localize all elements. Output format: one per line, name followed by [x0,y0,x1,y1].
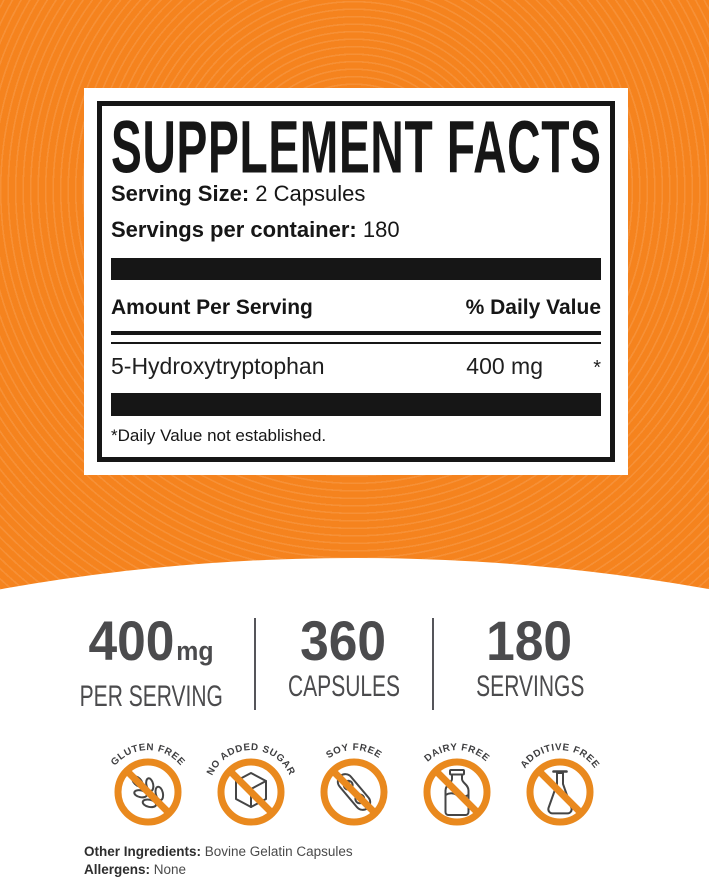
stat-servings: 180 SERVINGS [434,612,626,713]
allergens-value: None [153,862,187,877]
serving-size-line: Serving Size: 2 Capsules [111,182,601,206]
ingredient-amount: 400 mg [466,353,543,379]
badge-dairy-free: DAIRY FREE [407,726,507,834]
soy-free-icon: SOY FREE [320,742,388,826]
divider-bar-bottom [111,393,601,416]
no-symbol-icon [320,758,388,826]
servings-label: Servings per container: [111,217,357,242]
allergens-line: Allergens: None [84,861,353,879]
no-added-sugar-icon: NO ADDED SUGAR [205,742,296,826]
stat-per-serving-label: PER SERVING [79,680,223,713]
serving-size-label: Serving Size: [111,181,250,206]
stat-capsules: 360 CAPSULES [256,612,432,713]
daily-value-footnote: *Daily Value not established. [111,426,327,445]
stat-servings-number: 180 [442,612,619,670]
free-from-badges: GLUTEN FREE NO ADDED SUGAR [98,726,610,834]
no-symbol-icon [423,758,491,826]
curved-edge [0,558,709,879]
supplement-facts-panel: SUPPLEMENT FACTS Serving Size: 2 Capsule… [84,88,628,475]
table-header-row: Amount Per Serving % Daily Value [111,296,601,320]
stat-capsules-number: 360 [263,612,425,670]
other-ingredients-line: Other Ingredients: Bovine Gelatin Capsul… [84,843,353,861]
stat-unit: mg [176,636,214,666]
stat-capsules-label: CAPSULES [287,670,401,703]
header-rule [111,331,601,344]
other-ingredients-value: Bovine Gelatin Capsules [204,844,353,859]
ingredient-daily-value: * [593,357,601,379]
dairy-free-icon: DAIRY FREE [422,742,491,826]
divider-bar-top [111,258,601,280]
stat-per-serving-number: 400 mg [56,612,246,680]
stats-divider [254,618,256,710]
stats-divider [432,618,434,710]
ingredient-row: 5-Hydroxytryptophan 400 mg * [111,353,601,380]
allergens-label: Allergens: [84,862,151,877]
other-ingredients-label: Other Ingredients: [84,844,202,859]
badge-soy-free: SOY FREE [304,726,404,834]
badge-gluten-free: GLUTEN FREE [98,726,198,834]
footer-info: Other Ingredients: Bovine Gelatin Capsul… [84,843,353,879]
stat-value: 360 [300,609,387,672]
panel-title: SUPPLEMENT FACTS [111,105,602,189]
no-symbol-icon [526,758,594,826]
stat-servings-label: SERVINGS [475,670,585,703]
svg-text:ADDITIVE FREE: ADDITIVE FREE [519,742,602,771]
ingredient-name: 5-Hydroxytryptophan [111,353,325,379]
daily-value-header: % Daily Value [465,296,601,319]
stats-row: 400 mg PER SERVING 360 CAPSULES 180 SERVI… [48,612,628,713]
stat-value: 400 [88,609,175,672]
gluten-free-icon: GLUTEN FREE [109,742,186,826]
servings-value: 180 [362,217,400,242]
additive-free-icon: ADDITIVE FREE [519,742,602,826]
badge-no-added-sugar: NO ADDED SUGAR [201,726,301,834]
badge-additive-free: ADDITIVE FREE [510,726,610,834]
amount-per-serving-header: Amount Per Serving [111,296,313,319]
serving-size-value: 2 Capsules [255,181,366,206]
svg-text:SOY FREE: SOY FREE [324,742,383,761]
no-symbol-icon [217,758,285,826]
stat-per-serving: 400 mg PER SERVING [48,612,254,713]
no-symbol-icon [114,758,182,826]
stat-value: 180 [486,609,573,672]
panel-border: SUPPLEMENT FACTS Serving Size: 2 Capsule… [97,101,615,462]
servings-per-container-line: Servings per container: 180 [111,218,601,242]
